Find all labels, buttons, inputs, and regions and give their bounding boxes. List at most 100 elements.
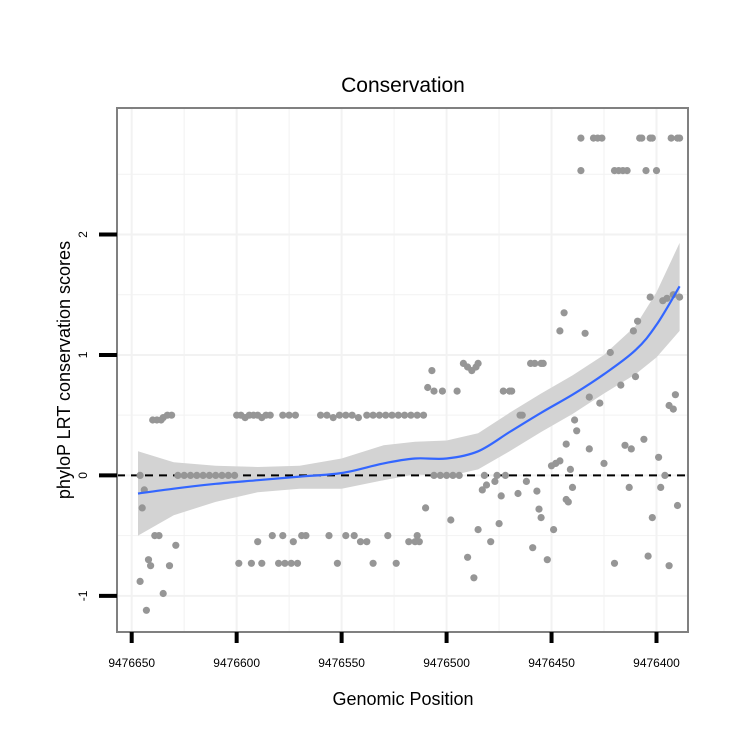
x-axis: 9476650 9476600 9476550 9476500 9476450 94764… (108, 632, 680, 670)
data-point (556, 457, 564, 465)
data-point (302, 532, 310, 540)
data-point (147, 562, 155, 570)
data-point (623, 167, 631, 175)
data-point (430, 387, 438, 395)
y-tick-label: 0 (76, 472, 90, 479)
data-point (596, 399, 604, 407)
data-point (631, 373, 640, 381)
data-point (419, 411, 428, 419)
data-point (428, 367, 436, 375)
data-point (438, 387, 446, 395)
data-point (363, 538, 371, 546)
data-point (535, 505, 543, 513)
data-point (224, 471, 232, 479)
data-point (648, 514, 656, 522)
data-point (508, 387, 516, 395)
data-point (449, 471, 457, 479)
data-point (474, 526, 482, 534)
data-point (577, 134, 585, 142)
data-point (482, 481, 491, 489)
data-point (293, 559, 302, 567)
data-point (281, 559, 289, 567)
data-point (287, 559, 295, 567)
data-point (640, 435, 648, 443)
data-point (350, 532, 358, 540)
data-point (499, 387, 507, 395)
data-point (279, 411, 287, 419)
data-point (447, 516, 455, 524)
data-point (585, 393, 593, 401)
data-point (266, 411, 274, 419)
data-point (470, 574, 478, 582)
data-point (638, 134, 646, 142)
data-point (543, 556, 551, 564)
data-point (497, 492, 505, 500)
data-point (556, 327, 564, 335)
data-point (212, 471, 220, 479)
data-point (522, 477, 531, 485)
data-point (453, 387, 461, 395)
panel-border (116, 107, 689, 633)
data-point (518, 411, 526, 419)
data-point (422, 504, 430, 512)
x-tick-label: 9476500 (423, 656, 470, 670)
data-point (388, 411, 396, 419)
data-point (174, 471, 182, 479)
data-point (625, 483, 633, 491)
data-point (581, 329, 589, 337)
data-point (430, 471, 438, 479)
data-point (235, 559, 243, 567)
data-point (550, 526, 558, 534)
data-point (577, 167, 585, 175)
data-point (533, 487, 541, 495)
data-point (610, 559, 619, 567)
data-point (159, 589, 167, 598)
data-point (676, 134, 684, 142)
data-point (436, 471, 444, 479)
data-point (155, 532, 163, 540)
y-axis: -1 0 1 2 (76, 231, 117, 601)
data-points (136, 134, 684, 614)
smooth-trend-line (137, 285, 681, 495)
data-point (562, 440, 570, 448)
data-point (671, 391, 680, 399)
data-point (669, 405, 677, 413)
data-point (531, 359, 539, 367)
data-point (487, 538, 495, 546)
data-point (493, 471, 501, 479)
data-point (661, 471, 669, 479)
data-point (474, 359, 482, 367)
data-point (606, 348, 614, 357)
x-tick-label: 9476650 (108, 656, 155, 670)
data-point (537, 514, 545, 522)
y-axis-label: phyloP LRT conservation scores (54, 241, 74, 499)
data-point (172, 541, 180, 549)
data-point (491, 477, 499, 485)
data-point (627, 445, 635, 453)
data-point (560, 309, 568, 317)
data-point (136, 577, 144, 586)
data-point (363, 411, 371, 419)
data-point (413, 411, 421, 419)
data-point (652, 167, 661, 175)
y-tick-label: 2 (76, 231, 90, 238)
data-point (392, 559, 400, 567)
data-point (335, 411, 344, 419)
y-tick-label: 1 (76, 351, 90, 358)
data-point (600, 459, 608, 467)
data-point (621, 441, 629, 449)
data-point (205, 471, 213, 479)
data-point (247, 559, 255, 567)
data-point (142, 606, 150, 614)
data-point (180, 471, 188, 479)
data-point (663, 294, 671, 302)
data-point (573, 427, 581, 435)
data-point (275, 559, 283, 567)
data-point (655, 453, 663, 461)
data-point (394, 411, 402, 419)
data-point (646, 293, 654, 301)
data-point (342, 532, 350, 540)
data-point (317, 411, 325, 419)
data-point (585, 445, 593, 453)
data-point (369, 559, 377, 567)
